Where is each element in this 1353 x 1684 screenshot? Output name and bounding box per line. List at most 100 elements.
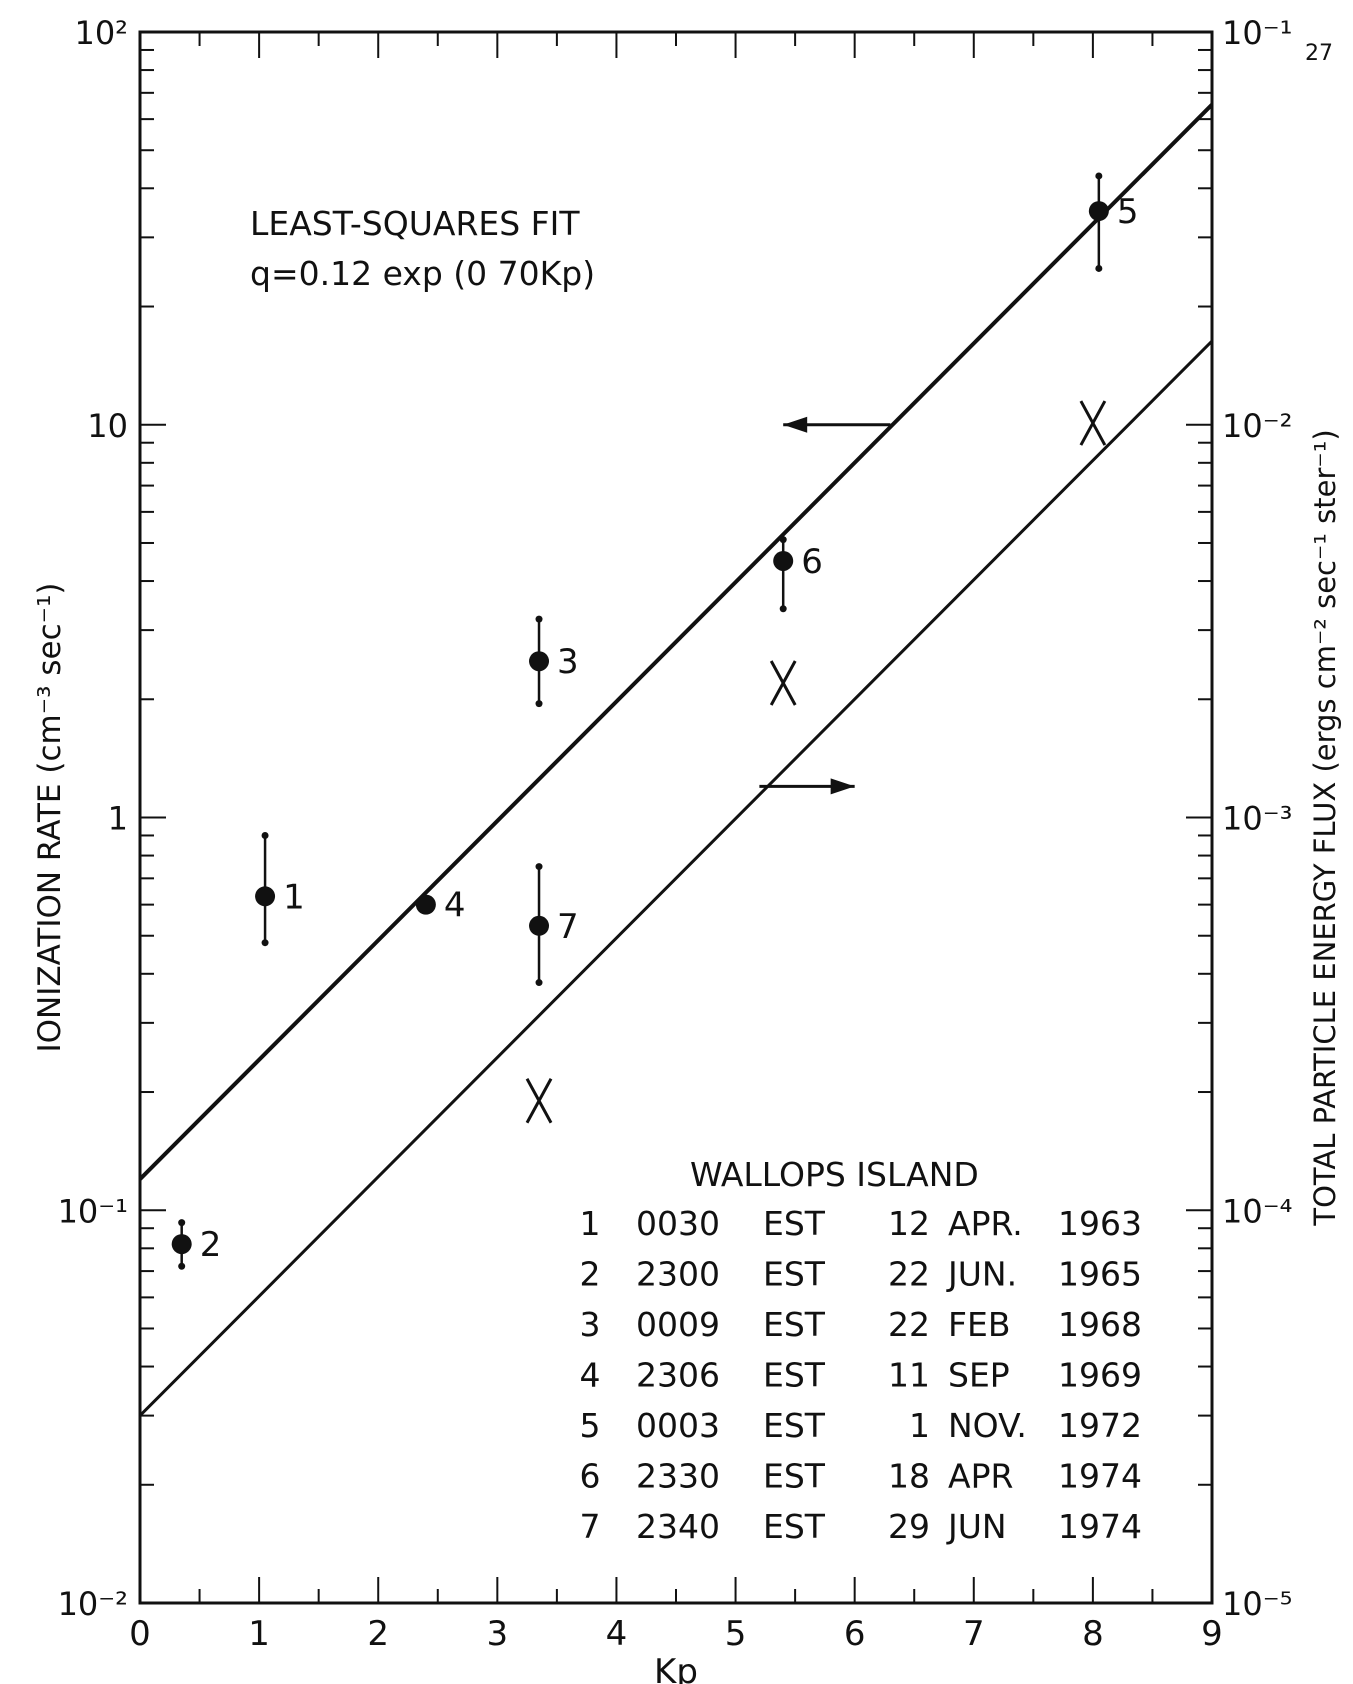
y-left-tick-label: 1 <box>108 800 128 838</box>
data-point <box>529 651 550 672</box>
legend-cell: 3 <box>580 1305 601 1344</box>
x-tick-label: 3 <box>487 1614 509 1654</box>
legend-cell: EST <box>763 1255 826 1294</box>
error-bar-cap <box>261 939 269 947</box>
x-tick-label: 1 <box>248 1614 270 1654</box>
legend-cell: JUN <box>946 1507 1007 1546</box>
legend-cell: 1963 <box>1058 1204 1142 1243</box>
legend-cell: FEB <box>948 1305 1010 1344</box>
legend-cell: 6 <box>580 1457 601 1496</box>
legend-cell: 22 <box>888 1255 930 1294</box>
legend-cell: 12 <box>888 1204 930 1243</box>
error-bar-cap <box>535 700 543 708</box>
x-marker <box>1079 400 1107 446</box>
fit-line-ionization <box>138 103 1214 1181</box>
y-left-tick-label: 10² <box>74 14 128 52</box>
legend-cell: JUN. <box>946 1255 1017 1294</box>
error-bar-cap <box>535 615 543 623</box>
data-point <box>171 1234 192 1255</box>
legend-cell: 11 <box>888 1356 930 1395</box>
legend-cell: EST <box>763 1204 826 1243</box>
legend-cell: EST <box>763 1406 826 1445</box>
legend-cell: EST <box>763 1356 826 1395</box>
legend-cell: SEP <box>948 1356 1010 1395</box>
fit-annotation-equation: q=0.12 exp (0 70Kp) <box>250 254 595 293</box>
data-point <box>773 550 794 571</box>
legend-cell: 1972 <box>1058 1406 1142 1445</box>
x-marker <box>525 1078 553 1124</box>
legend-cell: 5 <box>580 1406 601 1445</box>
legend-cell: 29 <box>888 1507 930 1546</box>
y-left-axis-label: IONIZATION RATE (cm⁻³ sec⁻¹) <box>32 582 68 1052</box>
legend-cell: EST <box>763 1305 826 1344</box>
y-right-tick-label: 10⁻¹ <box>1222 14 1292 52</box>
error-bar-cap <box>178 1219 186 1227</box>
legend-cell: 18 <box>888 1457 930 1496</box>
point-label: 4 <box>444 886 466 926</box>
x-tick-label: 2 <box>367 1614 389 1654</box>
point-label: 7 <box>557 907 579 947</box>
legend-cell: 22 <box>888 1305 930 1344</box>
error-bar-cap <box>178 1262 186 1270</box>
legend-cell: 1 <box>580 1204 601 1243</box>
legend-cell: EST <box>763 1507 826 1546</box>
error-bar-cap <box>535 979 543 987</box>
legend-cell: 2330 <box>636 1457 720 1496</box>
point-label: 1 <box>283 877 305 917</box>
legend-cell: 2300 <box>636 1255 720 1294</box>
legend-cell: 2340 <box>636 1507 720 1546</box>
point-label: 2 <box>200 1225 222 1265</box>
legend-cell: 2 <box>580 1255 601 1294</box>
error-bar-cap <box>1095 172 1103 180</box>
y-right-tick-label: 10⁻⁵ <box>1222 1585 1292 1623</box>
legend-cell: 2306 <box>636 1356 720 1395</box>
y-left-tick-label: 10⁻² <box>58 1585 128 1623</box>
legend-cell: EST <box>763 1457 826 1496</box>
x-tick-label: 4 <box>606 1614 628 1654</box>
x-tick-label: 7 <box>963 1614 985 1654</box>
legend-cell: 1974 <box>1058 1457 1142 1496</box>
x-tick-label: 9 <box>1201 1614 1223 1654</box>
legend-cell: 1965 <box>1058 1255 1142 1294</box>
x-marker <box>769 660 797 706</box>
y-right-corner-label: 27 <box>1305 41 1333 66</box>
x-tick-label: 8 <box>1082 1614 1104 1654</box>
data-point <box>255 886 276 907</box>
error-bar-cap <box>779 536 787 544</box>
legend-cell: 0003 <box>636 1406 720 1445</box>
x-axis-label: Kp <box>654 1652 698 1684</box>
fit-line-energy-flux <box>138 339 1214 1417</box>
arrow-left-icon <box>783 416 808 433</box>
y-right-tick-label: 10⁻⁴ <box>1222 1192 1292 1230</box>
y-left-tick-label: 10 <box>87 407 128 445</box>
error-bar-cap <box>535 863 543 871</box>
data-point <box>1088 201 1109 222</box>
data-point <box>529 915 550 936</box>
legend-cell: 1969 <box>1058 1356 1142 1395</box>
point-label: 3 <box>557 642 579 682</box>
y-right-axis-label: TOTAL PARTICLE ENERGY FLUX (ergs cm⁻² se… <box>1308 429 1342 1226</box>
fit-annotation-title: LEAST-SQUARES FIT <box>250 204 580 243</box>
data-point <box>415 894 436 915</box>
x-tick-label: 6 <box>844 1614 866 1654</box>
error-bar-cap <box>779 605 787 613</box>
legend-cell: 1 <box>909 1406 930 1445</box>
legend-title: WALLOPS ISLAND <box>690 1155 979 1194</box>
legend-cell: 4 <box>580 1356 601 1395</box>
point-label: 5 <box>1117 192 1139 232</box>
point-label: 6 <box>801 542 823 582</box>
x-tick-label: 0 <box>129 1614 151 1654</box>
y-left-tick-label: 10⁻¹ <box>58 1192 128 1230</box>
legend-cell: APR <box>948 1457 1013 1496</box>
legend-cell: 7 <box>580 1507 601 1546</box>
legend-cell: NOV. <box>948 1406 1027 1445</box>
arrow-right-icon <box>830 778 855 795</box>
x-tick-label: 5 <box>725 1614 747 1654</box>
error-bar-cap <box>1095 264 1103 272</box>
y-right-tick-label: 10⁻³ <box>1222 800 1292 838</box>
error-bar-cap <box>261 831 269 839</box>
legend-cell: 0030 <box>636 1204 720 1243</box>
legend-cell: 0009 <box>636 1305 720 1344</box>
legend-cell: 1974 <box>1058 1507 1142 1546</box>
